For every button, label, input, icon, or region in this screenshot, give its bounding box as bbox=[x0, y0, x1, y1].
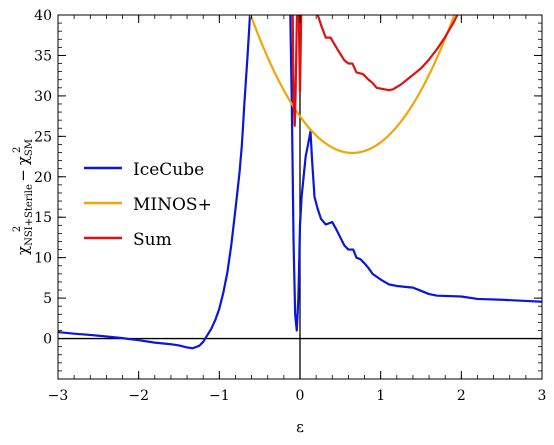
legend-label-minos: MINOS+ bbox=[133, 195, 212, 215]
y-tick-label: 25 bbox=[34, 129, 52, 145]
y-label-chi2: χ bbox=[14, 156, 32, 165]
x-tick-label: −2 bbox=[128, 388, 149, 404]
y-tick-label: 5 bbox=[43, 291, 52, 307]
x-tick-label: 2 bbox=[457, 388, 466, 404]
x-axis-label: ε bbox=[296, 418, 304, 436]
y-tick-label: 0 bbox=[43, 332, 52, 348]
y-label-sup2: 2 bbox=[12, 147, 23, 153]
x-tick-label: 1 bbox=[376, 388, 385, 404]
y-label-minus: − bbox=[14, 169, 32, 182]
legend: IceCube MINOS+ Sum bbox=[84, 160, 212, 250]
y-tick-label: 30 bbox=[34, 89, 52, 105]
legend-label-icecube: IceCube bbox=[133, 160, 204, 180]
x-tick-label: 0 bbox=[296, 388, 305, 404]
series-line-icecube bbox=[289, 15, 542, 332]
y-tick-label: 10 bbox=[34, 251, 52, 267]
series-line-minos bbox=[249, 15, 456, 155]
y-label-sub1: NSI+Sterile bbox=[24, 184, 35, 246]
series-line-icecube bbox=[58, 15, 252, 350]
series-line-sum bbox=[291, 15, 299, 127]
y-axis-label: χNSI+Sterile2−χSM2 bbox=[12, 139, 35, 255]
y-label-chi: χ bbox=[14, 246, 32, 255]
y-tick-label: 40 bbox=[34, 8, 52, 24]
x-tick-label: 3 bbox=[538, 388, 547, 404]
y-tick-label: 35 bbox=[34, 48, 52, 64]
series-line-sum bbox=[297, 15, 303, 93]
x-tick-label: −3 bbox=[48, 388, 69, 404]
x-tick-label: −1 bbox=[209, 388, 230, 404]
y-label-sup1: 2 bbox=[12, 226, 23, 232]
series-layer bbox=[58, 15, 542, 350]
series-line-sum bbox=[316, 15, 459, 92]
y-tick-label: 15 bbox=[34, 210, 52, 226]
legend-label-sum: Sum bbox=[133, 230, 172, 250]
y-label-sub2: SM bbox=[24, 139, 35, 156]
y-tick-label: 20 bbox=[34, 170, 52, 186]
